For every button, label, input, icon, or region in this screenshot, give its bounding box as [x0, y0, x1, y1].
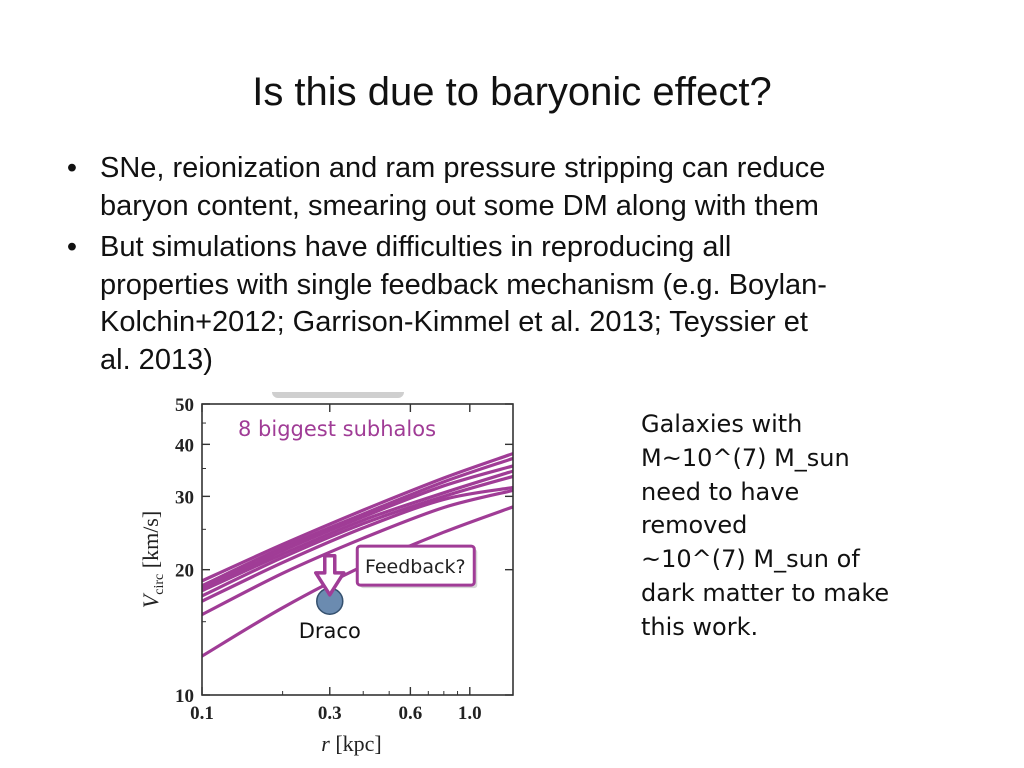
draco-label: Draco — [299, 619, 361, 643]
side-note-line: dark matter to make — [641, 578, 890, 607]
plot-frame — [201, 403, 514, 696]
bullet-line: SNe, reionization and ram pressure strip… — [100, 152, 826, 184]
y-tick-label: 30 — [175, 487, 194, 508]
rotation-curve-figure: 10 20 30 40 50 0.1 0.3 0.6 1.0 r [kpc] Vcirc [km/s… — [120, 392, 520, 768]
series-group — [202, 452, 513, 658]
bullet-list: • SNe, reionization and ram pressure str… — [60, 150, 980, 383]
y-tick-label: 40 — [175, 435, 194, 456]
bullet-item: • But simulations have difficulties in r… — [60, 229, 980, 379]
x-tick-label: 1.0 — [458, 703, 482, 724]
y-tick-label: 20 — [175, 561, 194, 582]
y-axis-label: Vcirc [km/s] — [138, 511, 167, 608]
side-note-line: this work. — [641, 612, 759, 641]
bullet-symbol: • — [66, 231, 78, 263]
cropped-tab — [272, 392, 404, 398]
x-tick-label: 0.6 — [399, 703, 423, 724]
series-line — [202, 452, 513, 583]
x-tick-label: 0.3 — [318, 703, 342, 724]
bullet-symbol: • — [66, 152, 78, 184]
feedback-label: Feedback? — [365, 556, 466, 578]
bullet-item: • SNe, reionization and ram pressure str… — [60, 150, 980, 225]
side-note-line: ~10^(7) M_sun of — [641, 545, 860, 574]
bullet-line: Kolchin+2012; Garrison-Kimmel et al. 201… — [100, 306, 808, 338]
bullet-line: But simulations have difficulties in rep… — [100, 231, 732, 263]
rotation-curve-chart: 10 20 30 40 50 0.1 0.3 0.6 1.0 r [kpc] Vcirc [km/s… — [138, 392, 514, 756]
x-tick-label: 0.1 — [190, 703, 214, 724]
series-line — [202, 456, 513, 588]
bullet-line: al. 2013) — [100, 343, 213, 376]
bullet-line: baryon content, smearing out some DM alo… — [100, 189, 819, 222]
side-note: Galaxies with M~10^(7) M_sun need to hav… — [641, 408, 921, 645]
series-label: 8 biggest subhalos — [238, 417, 436, 441]
series-line — [202, 488, 513, 617]
series-line — [202, 469, 513, 593]
series-line — [202, 464, 513, 591]
series-line — [202, 485, 513, 603]
x-axis-label: r [kpc] — [321, 731, 381, 756]
side-note-line: removed — [641, 511, 748, 540]
slide-title: Is this due to baryonic effect? — [252, 70, 772, 114]
feedback-arrow — [314, 554, 346, 597]
side-note-line: M~10^(7) M_sun — [641, 443, 850, 472]
feedback-box — [355, 544, 476, 587]
series-line — [202, 474, 513, 598]
bullet-line: properties with single feedback mechanis… — [100, 268, 827, 301]
side-note-line: need to have — [641, 477, 800, 506]
y-tick-label: 50 — [175, 395, 194, 416]
side-note-line: Galaxies with — [641, 410, 803, 438]
y-tick-label: 10 — [175, 686, 194, 707]
